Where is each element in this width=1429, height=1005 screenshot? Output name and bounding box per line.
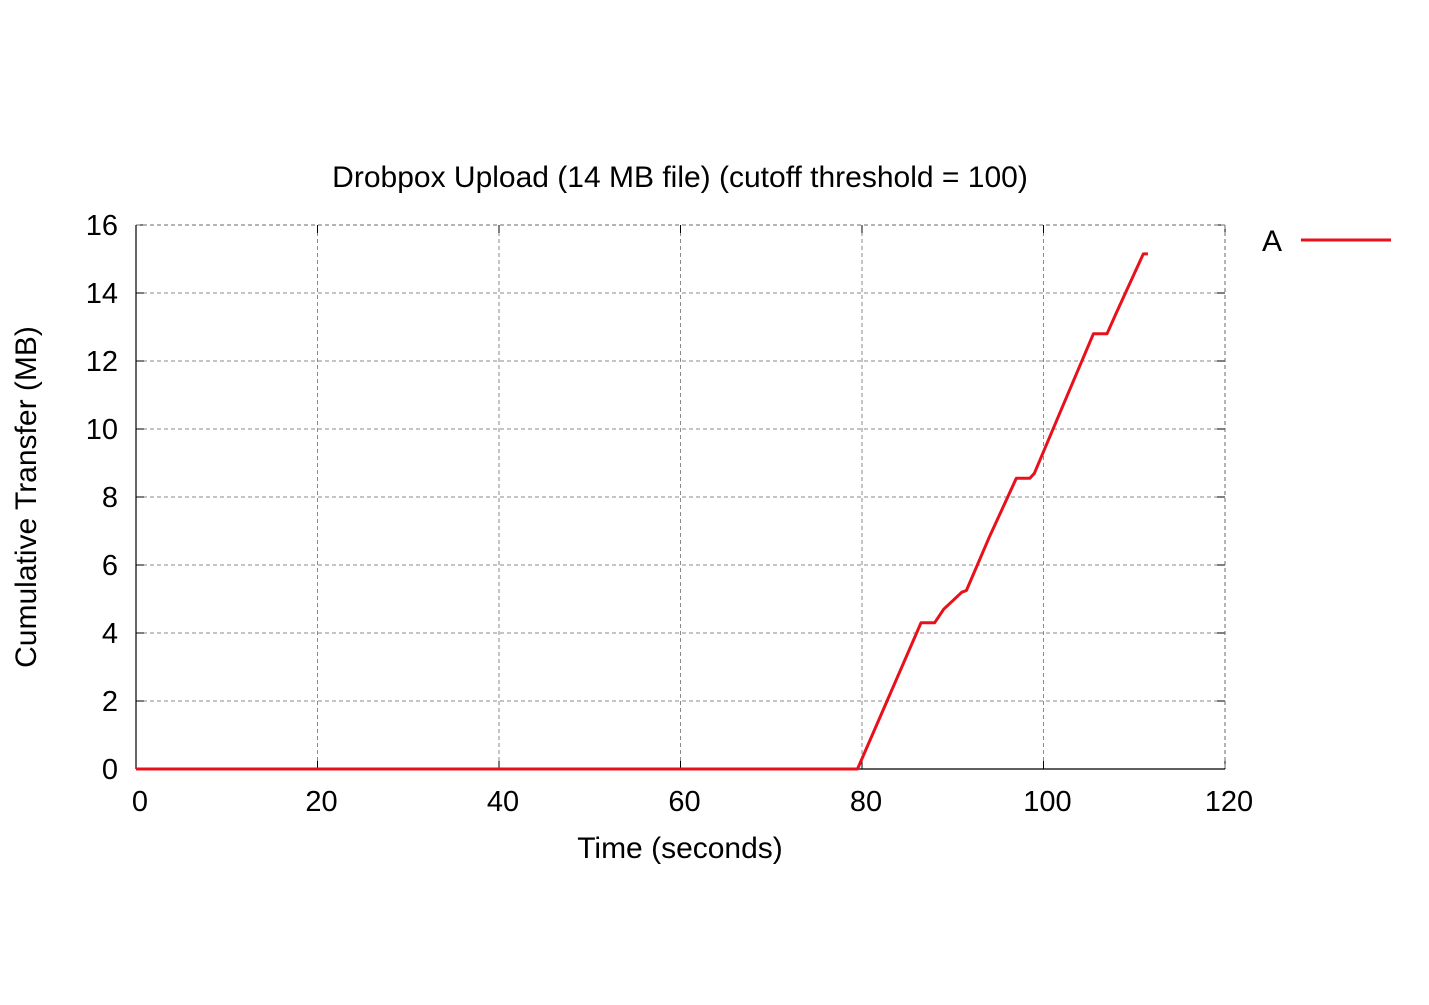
x-tick-label: 80 [850,786,882,818]
y-tick-label: 4 [102,618,118,650]
y-tick-label: 2 [102,686,118,718]
y-axis-label: Cumulative Transfer (MB) [10,326,43,668]
x-tick-label: 0 [132,786,148,818]
x-tick-label: 100 [1023,786,1071,818]
series-line-a [136,252,1148,771]
y-tick-label: 8 [102,482,118,514]
y-tick-label: 14 [86,278,118,310]
x-tick-label: 40 [487,786,519,818]
x-tick-label: 20 [305,786,337,818]
x-axis-label: Time (seconds) [577,832,783,865]
y-tick-label: 6 [102,550,118,582]
y-tick-label: 10 [86,414,118,446]
legend-label-a: A [1262,225,1282,258]
chart-title: Drobpox Upload (14 MB file) (cutoff thre… [332,161,1028,194]
grid-lines [136,225,1225,769]
y-axis-ticks: 0 2 4 6 8 10 12 14 16 [86,210,118,786]
y-tick-label: 12 [86,346,118,378]
y-tick-label: 16 [86,210,118,242]
x-axis-ticks: 0 20 40 60 80 100 120 [132,786,1253,818]
legend: A [1262,225,1391,258]
x-tick-label: 60 [668,786,700,818]
series-lines [136,252,1148,771]
x-tick-label: 120 [1205,786,1253,818]
y-tick-label: 0 [102,754,118,786]
